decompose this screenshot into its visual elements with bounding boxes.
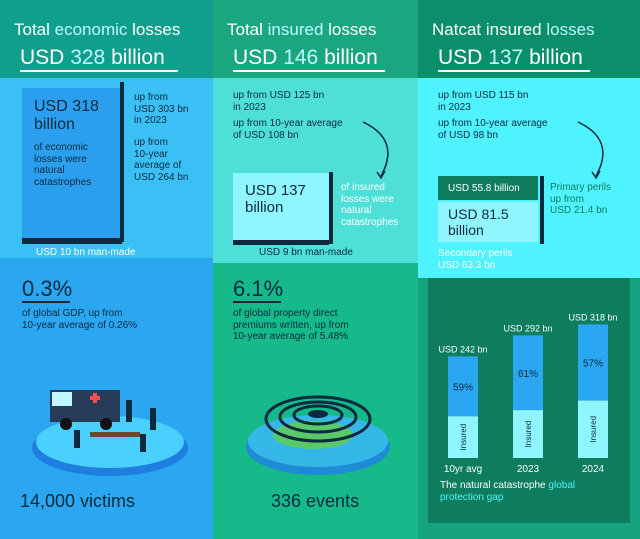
insured-bar xyxy=(448,416,478,458)
gdp-pct-underline xyxy=(22,301,70,303)
insured-header xyxy=(213,0,418,78)
natcat-insured-box xyxy=(233,173,329,241)
man-made-insured-bar xyxy=(233,240,329,245)
economic-bar-line xyxy=(120,82,124,242)
primary-perils-bar xyxy=(438,176,538,200)
insured-bar-line xyxy=(329,172,333,244)
natcat-insured-column: Natcat insured losses USD 137 billion up… xyxy=(418,0,640,539)
insured-natcat-amount: USD 137 billion xyxy=(245,182,306,217)
uninsured-pct-label: 61% xyxy=(518,369,538,380)
natcat-bar-line xyxy=(540,176,544,244)
natcat-prev-year: up from USD 115 bn in 2023 xyxy=(438,90,529,113)
uninsured-pct-label: 57% xyxy=(583,359,603,370)
protection-gap-chart: USD 242 bn 59% Insured 10yr avg USD 292 bn 61… xyxy=(438,312,617,475)
economic-man-made: USD 10 bn man-made xyxy=(36,247,136,258)
category-label: 10yr avg xyxy=(444,464,482,475)
gdp-percentage: 0.3% xyxy=(22,276,73,301)
primary-perils-amount: USD 55.8 billion xyxy=(448,183,520,194)
economic-header xyxy=(0,0,213,78)
economic-natcat-desc: of economic losses were natural catastro… xyxy=(34,142,92,188)
natcat-10yr-avg: up from 10-year average of USD 98 bn xyxy=(438,118,548,141)
events-count: 336 events xyxy=(271,491,360,511)
total-label: USD 292 bn xyxy=(503,323,552,333)
natcat-header xyxy=(418,0,640,78)
economic-natcat-amount: USD 318 billion xyxy=(34,98,99,134)
insured-losses-column: Total insured losses USD 146 billion up … xyxy=(213,0,418,539)
victims-count: 14,000 victims xyxy=(20,491,136,511)
total-label: USD 242 bn xyxy=(438,344,487,354)
premiums-pct-underline xyxy=(233,301,281,303)
uninsured-bar xyxy=(448,356,478,417)
insured-man-made: USD 9 bn man-made xyxy=(259,247,353,258)
economic-amount: USD 328 billion xyxy=(20,46,165,69)
insured-bar xyxy=(513,410,543,458)
uninsured-bar xyxy=(578,324,608,401)
insured-natcat-desc: of insured losses were natural catastrop… xyxy=(341,182,399,228)
uninsured-pct-label: 59% xyxy=(453,382,473,393)
secondary-perils-amount: USD 81.5 billion xyxy=(448,206,509,239)
arrow-icon xyxy=(362,121,389,180)
natcat-economic-box xyxy=(22,88,122,238)
ambulance-icon xyxy=(32,390,188,476)
man-made-economic-bar xyxy=(22,238,122,244)
protection-gap-caption: The natural catastrophe global protectio… xyxy=(440,480,576,503)
cyclone-icon xyxy=(246,395,390,475)
insured-amount-underline xyxy=(233,70,385,72)
insured-label: Insured xyxy=(589,416,598,443)
insured-label: Insured xyxy=(459,424,468,451)
category-label: 2024 xyxy=(582,464,605,475)
insured-title: Total insured losses xyxy=(227,20,377,39)
insured-bar xyxy=(578,400,608,458)
natcat-amount: USD 137 billion xyxy=(438,46,583,69)
economic-losses-column: Total economic losses USD 328 billion US… xyxy=(0,0,213,539)
secondary-perils-desc: Secondary perils USD 63.3 bn xyxy=(438,248,513,271)
insured-prev-year: up from USD 125 bn in 2023 xyxy=(233,90,325,113)
premiums-desc: of global property direct premiums writt… xyxy=(233,308,349,342)
primary-perils-desc: Primary perils up from USD 21.4 bn xyxy=(550,182,612,216)
economic-title: Total economic losses xyxy=(14,20,181,39)
insured-10yr-avg: up from 10-year average of USD 108 bn xyxy=(233,118,343,141)
natcat-title: Natcat insured losses xyxy=(432,20,595,39)
premiums-percentage: 6.1% xyxy=(233,276,284,301)
total-label: USD 318 bn xyxy=(568,312,617,322)
arrow-icon xyxy=(577,121,604,180)
economic-amount-underline xyxy=(20,70,178,72)
category-label: 2023 xyxy=(517,464,540,475)
insured-amount: USD 146 billion xyxy=(233,46,378,69)
economic-prev-year: up from USD 303 bn in 2023 xyxy=(134,92,189,126)
economic-10yr-avg: up from 10-year average of USD 264 bn xyxy=(134,137,189,183)
insured-label: Insured xyxy=(524,421,533,448)
secondary-perils-bar xyxy=(438,202,538,242)
uninsured-bar xyxy=(513,335,543,411)
gdp-desc: of global GDP, up from 10-year average o… xyxy=(22,308,138,331)
natcat-amount-underline xyxy=(438,70,590,72)
